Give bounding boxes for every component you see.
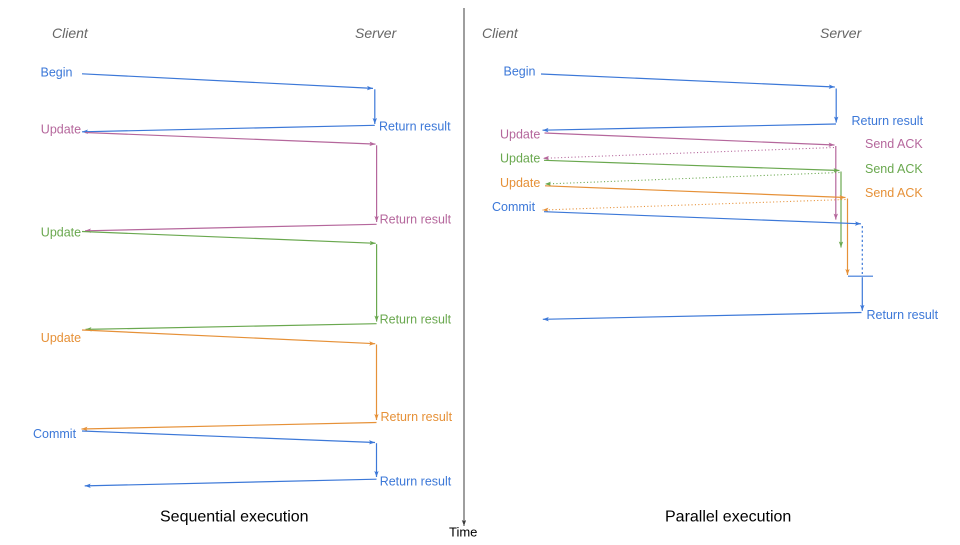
svg-text:Server: Server: [355, 25, 398, 41]
svg-text:Commit: Commit: [492, 200, 536, 214]
svg-text:Return result: Return result: [852, 114, 924, 128]
svg-text:Client: Client: [52, 25, 89, 41]
svg-text:Send ACK: Send ACK: [865, 137, 923, 151]
svg-text:Update: Update: [500, 176, 540, 190]
svg-text:Server: Server: [820, 25, 863, 41]
svg-text:Sequential execution: Sequential execution: [160, 509, 309, 526]
svg-text:Commit: Commit: [33, 427, 77, 441]
svg-text:Update: Update: [41, 331, 81, 345]
svg-text:Update: Update: [41, 226, 81, 240]
svg-text:Return result: Return result: [380, 313, 452, 327]
svg-text:Parallel execution: Parallel execution: [665, 509, 791, 526]
svg-text:Return result: Return result: [380, 212, 452, 226]
svg-text:Send ACK: Send ACK: [865, 162, 923, 176]
svg-text:Send ACK: Send ACK: [865, 186, 923, 200]
svg-text:Client: Client: [482, 25, 519, 41]
svg-text:Update: Update: [41, 122, 81, 136]
svg-text:Update: Update: [500, 127, 540, 141]
svg-text:Return result: Return result: [381, 410, 453, 424]
svg-text:Time: Time: [449, 525, 477, 540]
svg-text:Return result: Return result: [379, 119, 451, 133]
svg-text:Begin: Begin: [504, 64, 536, 78]
svg-text:Return result: Return result: [867, 308, 939, 322]
svg-text:Begin: Begin: [41, 65, 73, 79]
svg-text:Return result: Return result: [380, 474, 452, 488]
svg-text:Update: Update: [500, 151, 540, 165]
